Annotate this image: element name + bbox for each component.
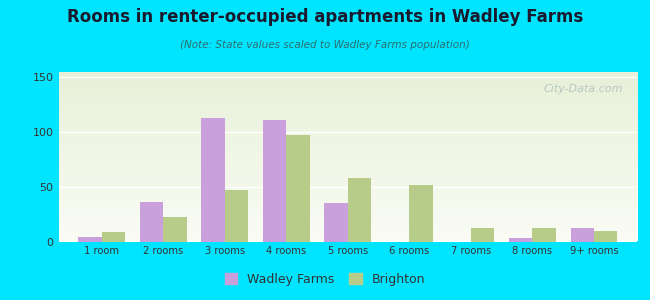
Bar [202,118,225,242]
Bar [532,228,556,242]
Bar [140,202,163,242]
Text: Rooms in renter-occupied apartments in Wadley Farms: Rooms in renter-occupied apartments in W… [67,8,583,26]
Bar [571,228,594,242]
Bar [509,238,532,242]
Text: City-Data.com: City-Data.com [543,84,623,94]
Bar [163,218,187,242]
Bar [225,190,248,242]
Bar [594,231,618,242]
Bar [324,203,348,242]
Text: (Note: State values scaled to Wadley Farms population): (Note: State values scaled to Wadley Far… [180,40,470,50]
Bar [101,232,125,242]
Bar [263,120,286,242]
Bar [78,237,101,242]
Legend: Wadley Farms, Brighton: Wadley Farms, Brighton [220,268,430,291]
Bar [286,135,309,242]
Bar [410,184,433,242]
Bar [348,178,371,242]
Bar [471,228,494,242]
